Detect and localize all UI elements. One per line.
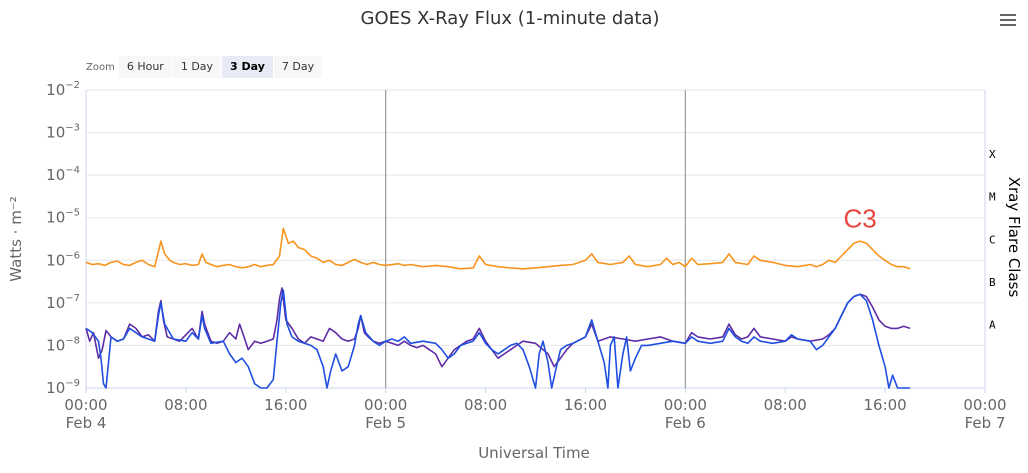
zoom-1-day-button[interactable]: 1 Day <box>172 56 222 78</box>
series-line-0 <box>85 227 911 270</box>
context-menu-icon[interactable] <box>1000 14 1016 28</box>
flare-class-label: X <box>989 148 996 161</box>
flare-class-label: B <box>989 276 996 289</box>
y-tick-label: 10−8 <box>46 335 80 354</box>
zoom-controls: Zoom 6 Hour 1 Day 3 Day 7 Day <box>86 56 323 78</box>
grid-layer <box>85 89 986 389</box>
y-tick-label: 10−6 <box>46 250 80 269</box>
x-tick-time-label: 16:00 <box>264 396 307 414</box>
y-tick-label: 10−9 <box>46 378 80 397</box>
y-tick-label: 10−2 <box>46 80 80 99</box>
y2-axis-title: Xray Flare Class <box>1005 177 1023 298</box>
x-tick-time-label: 00:00 <box>64 396 107 414</box>
x-tick-date-label: Feb 5 <box>365 414 406 432</box>
y-tick-label: 10−7 <box>46 293 80 312</box>
flare-class-label: A <box>989 318 996 331</box>
y-axis-title: Watts · m⁻² <box>7 196 25 282</box>
x-tick-time-label: 00:00 <box>364 396 407 414</box>
series-layer <box>85 227 911 389</box>
x-axis-title: Universal Time <box>478 444 590 462</box>
y-tick-label: 10−5 <box>46 208 80 227</box>
x-tick-time-label: 16:00 <box>863 396 906 414</box>
x-tick-date-label: Feb 4 <box>66 414 107 432</box>
x-tick-time-label: 08:00 <box>464 396 507 414</box>
x-tick-date-label: Feb 7 <box>965 414 1006 432</box>
annotations: C3 <box>844 203 877 233</box>
zoom-7-day-button[interactable]: 7 Day <box>273 56 323 78</box>
x-tick-time-label: 16:00 <box>564 396 607 414</box>
x-tick-time-label: 00:00 <box>664 396 707 414</box>
flare-class-label: C <box>989 233 996 246</box>
zoom-label: Zoom <box>86 61 115 73</box>
x-tick-time-label: 00:00 <box>963 396 1006 414</box>
x-tick-time-label: 08:00 <box>164 396 207 414</box>
y-axis-ticks: 10−9 10−8 10−7 10−6 10−5 10−4 10−3 10−2 <box>46 80 80 397</box>
zoom-3-day-button[interactable]: 3 Day <box>222 56 273 78</box>
zoom-6-hour-button[interactable]: 6 Hour <box>118 56 172 78</box>
y-tick-label: 10−4 <box>46 165 80 184</box>
chart-title: GOES X-Ray Flux (1-minute data) <box>360 8 660 29</box>
y-tick-label: 10−3 <box>46 123 80 142</box>
series-line-2 <box>85 289 911 389</box>
x-tick-time-label: 08:00 <box>764 396 807 414</box>
x-tick-date-label: Feb 6 <box>665 414 706 432</box>
series-line-1 <box>85 287 911 368</box>
flare-class-labels: X M C B A <box>989 148 996 331</box>
flare-annotation-label: C3 <box>844 203 877 233</box>
flare-class-label: M <box>989 191 996 204</box>
day-separators <box>385 90 686 388</box>
